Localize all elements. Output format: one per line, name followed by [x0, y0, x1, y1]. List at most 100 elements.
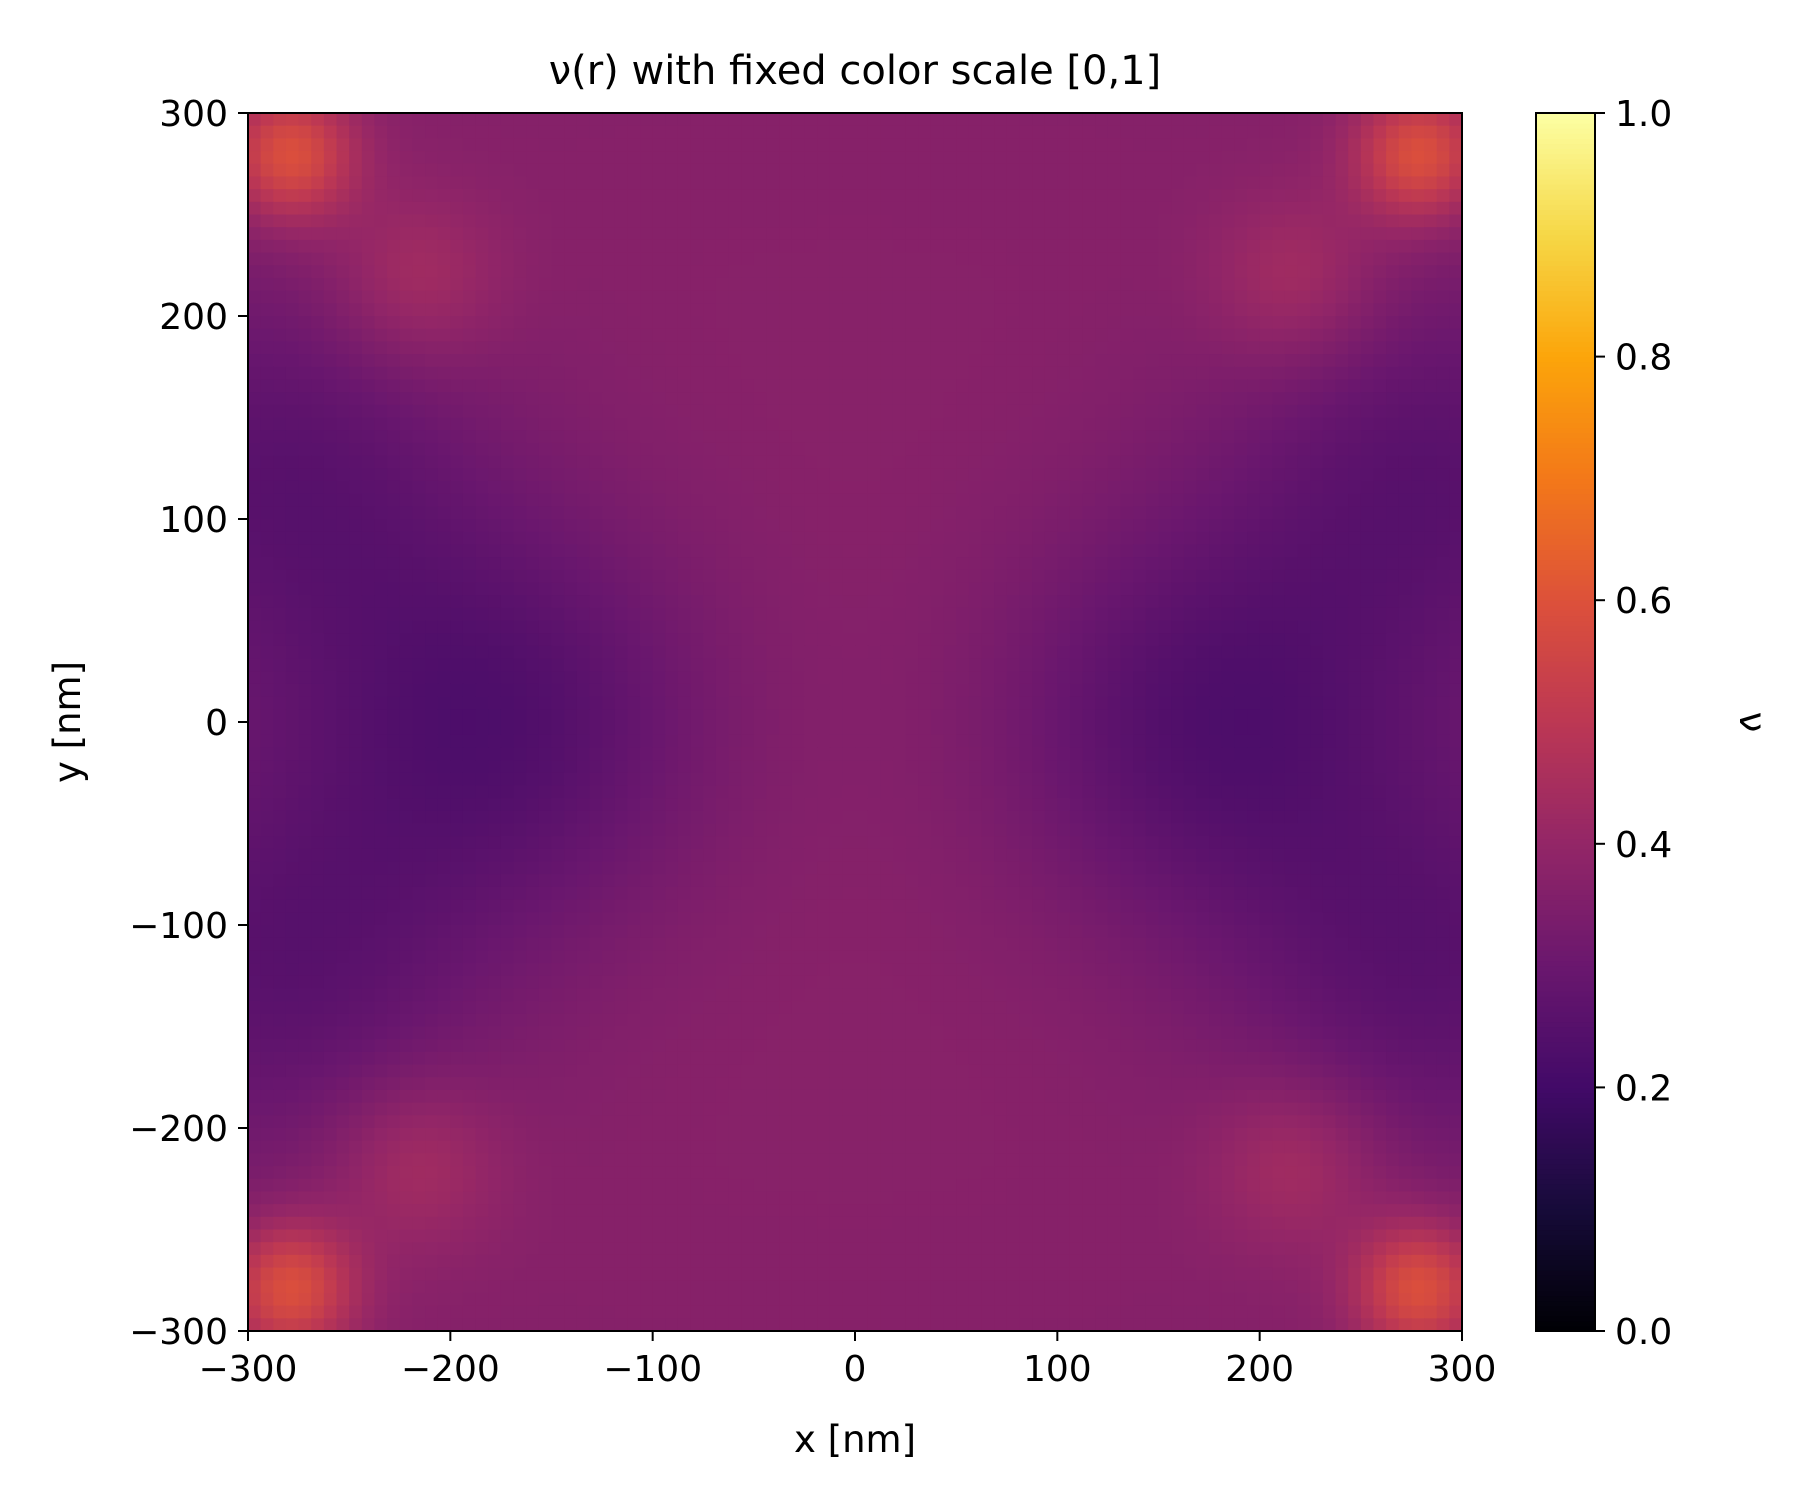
heatmap-cell — [298, 151, 312, 165]
heatmap-cell — [930, 506, 945, 520]
heatmap-cell — [930, 607, 945, 622]
heatmap-cell — [956, 722, 970, 736]
heatmap-cell — [475, 252, 489, 266]
heatmap-cell — [450, 519, 464, 533]
heatmap-cell — [526, 113, 540, 127]
heatmap-cell — [665, 201, 679, 216]
heatmap-cell — [677, 671, 692, 685]
heatmap-cell — [652, 113, 666, 127]
heatmap-cell — [1449, 430, 1463, 444]
heatmap-cell — [994, 569, 1008, 584]
heatmap-cell — [791, 557, 806, 571]
heatmap-cell — [1158, 722, 1172, 736]
heatmap-cell — [1019, 163, 1033, 178]
heatmap-cell — [1069, 239, 1084, 254]
heatmap-cell — [248, 557, 262, 571]
heatmap-cell — [1424, 430, 1438, 444]
heatmap-cell — [1348, 113, 1362, 127]
heatmap-cell — [1335, 569, 1349, 584]
heatmap-cell — [1196, 417, 1210, 431]
heatmap-cell — [526, 125, 540, 139]
heatmap-cell — [1335, 189, 1349, 203]
heatmap-cell — [576, 404, 591, 419]
heatmap-cell — [829, 430, 843, 444]
heatmap-cell — [880, 480, 894, 495]
heatmap-cell — [817, 341, 831, 355]
heatmap-cell — [336, 125, 350, 139]
heatmap-cell — [1449, 658, 1463, 672]
heatmap-cell — [1019, 303, 1033, 317]
heatmap-cell — [968, 480, 983, 495]
heatmap-cell — [576, 747, 591, 761]
heatmap-cell — [1209, 506, 1223, 520]
heatmap-cell — [981, 569, 995, 584]
heatmap-cell — [627, 189, 641, 203]
heatmap-cell — [1209, 734, 1223, 748]
heatmap-cell — [1107, 379, 1122, 393]
heatmap-cell — [437, 607, 451, 622]
heatmap-cell — [1272, 747, 1286, 761]
heatmap-cell — [1297, 633, 1311, 647]
heatmap-cell — [842, 138, 856, 152]
heatmap-cell — [437, 163, 451, 178]
heatmap-cell — [791, 671, 806, 685]
heatmap-cell — [311, 125, 325, 139]
heatmap-cell — [1411, 252, 1425, 266]
heatmap-cell — [576, 303, 591, 317]
heatmap-cell — [323, 316, 338, 330]
heatmap-cell — [930, 468, 945, 482]
heatmap-cell — [1133, 544, 1147, 558]
heatmap-cell — [538, 595, 553, 609]
heatmap-cell — [298, 252, 312, 266]
heatmap-cell — [829, 569, 843, 584]
heatmap-cell — [260, 582, 274, 596]
heatmap-cell — [1436, 392, 1450, 406]
heatmap-cell — [1234, 633, 1248, 647]
heatmap-cell — [1044, 392, 1058, 406]
heatmap-cell — [298, 620, 312, 634]
heatmap-cell — [905, 480, 919, 495]
heatmap-cell — [1297, 620, 1311, 634]
heatmap-cell — [867, 722, 881, 736]
heatmap-cell — [273, 734, 287, 748]
heatmap-cell — [1348, 582, 1362, 596]
heatmap-cell — [1158, 163, 1172, 178]
heatmap-cell — [361, 404, 376, 419]
heatmap-cell — [260, 328, 274, 342]
heatmap-cell — [437, 493, 451, 507]
heatmap-cell — [741, 201, 755, 216]
heatmap-cell — [450, 379, 464, 393]
heatmap-cell — [766, 379, 780, 393]
heatmap-cell — [779, 582, 793, 596]
heatmap-cell — [311, 709, 325, 723]
heatmap-cell — [1019, 392, 1033, 406]
heatmap-cell — [1436, 747, 1450, 761]
heatmap-cell — [1006, 316, 1020, 330]
heatmap-cell — [1145, 722, 1160, 736]
heatmap-cell — [576, 607, 591, 622]
heatmap-cell — [1107, 506, 1122, 520]
heatmap-cell — [1234, 290, 1248, 304]
heatmap-cell — [273, 265, 287, 279]
heatmap-cell — [1057, 747, 1071, 761]
heatmap-cell — [1398, 658, 1413, 672]
heatmap-cell — [311, 341, 325, 355]
heatmap-cell — [1095, 544, 1109, 558]
heatmap-cell — [437, 252, 451, 266]
heatmap-cell — [551, 645, 565, 660]
heatmap-cell — [1386, 493, 1400, 507]
heatmap-cell — [551, 417, 565, 431]
heatmap-cell — [475, 316, 489, 330]
heatmap-cell — [817, 442, 831, 457]
heatmap-cell — [1272, 519, 1286, 533]
heatmap-cell — [905, 303, 919, 317]
heatmap-cell — [1032, 747, 1046, 761]
heatmap-cell — [387, 709, 401, 723]
heatmap-cell — [1209, 227, 1223, 241]
heatmap-cell — [715, 760, 730, 774]
heatmap-cell — [1196, 430, 1210, 444]
heatmap-cell — [323, 189, 338, 203]
heatmap-cell — [614, 531, 628, 545]
heatmap-cell — [753, 328, 768, 342]
heatmap-cell — [779, 277, 793, 292]
